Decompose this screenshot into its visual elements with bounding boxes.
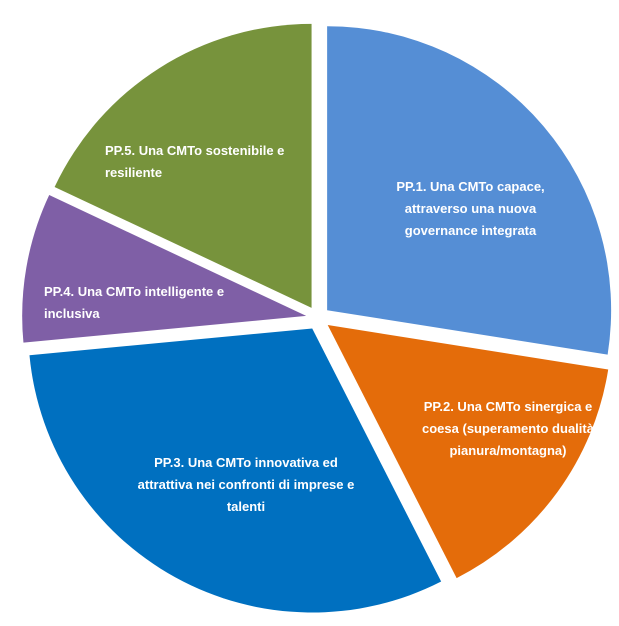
pie-slice xyxy=(54,23,312,308)
slice-label: PP.2. Una CMTo sinergica e coesa (supera… xyxy=(422,399,594,458)
pie-slice xyxy=(327,26,612,355)
slice-label: PP.1. Una CMTo capace, attraverso una nu… xyxy=(396,179,545,238)
slice-label: PP.5. Una CMTo sostenibile e resiliente xyxy=(105,143,285,180)
pie-slice xyxy=(327,325,609,579)
pie-slice xyxy=(22,195,307,343)
slice-label: PP.4. Una CMTo intelligente e inclusiva xyxy=(44,284,225,321)
slice-label: PP.3. Una CMTo innovativa ed attrattiva … xyxy=(137,455,355,514)
pie-slice xyxy=(29,328,442,613)
